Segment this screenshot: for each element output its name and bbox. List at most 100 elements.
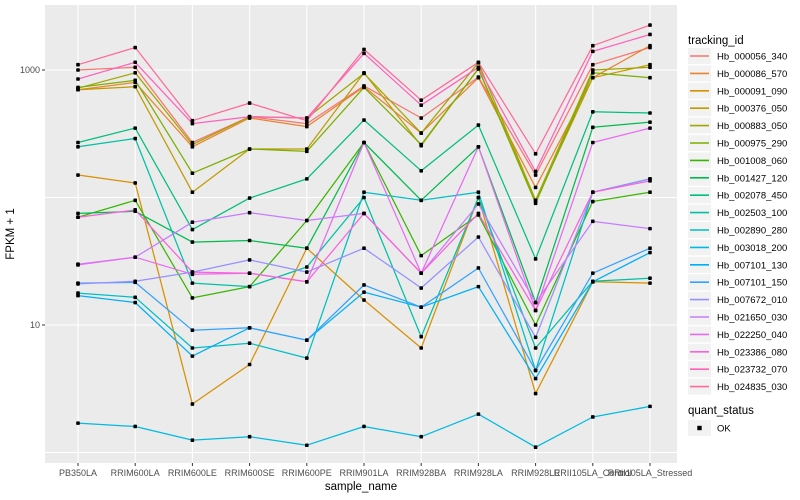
data-point xyxy=(133,279,137,284)
data-point xyxy=(305,116,309,120)
data-point xyxy=(133,424,137,429)
data-point xyxy=(362,298,366,302)
data-point xyxy=(591,71,595,75)
data-point xyxy=(133,255,137,260)
legend-item-Hb_001427_120: Hb_001427_120 xyxy=(688,169,787,186)
data-point xyxy=(419,168,423,173)
data-point xyxy=(476,65,481,70)
data-point xyxy=(190,296,195,300)
data-point xyxy=(247,271,252,275)
data-point xyxy=(190,402,195,406)
data-point xyxy=(190,281,195,285)
data-point xyxy=(247,362,252,367)
data-point xyxy=(648,75,652,80)
data-point xyxy=(419,346,423,350)
data-point xyxy=(133,181,137,185)
data-point xyxy=(476,60,481,65)
data-point xyxy=(247,326,252,330)
legend-item-quant-OK: OK xyxy=(688,420,731,436)
legend-key-point xyxy=(697,425,702,431)
legend-title-quant-status: quant_status xyxy=(688,405,754,417)
data-point xyxy=(648,246,652,251)
data-point xyxy=(76,68,80,72)
data-point xyxy=(591,75,595,80)
data-point xyxy=(362,290,366,294)
data-point xyxy=(190,328,195,333)
data-points xyxy=(76,23,652,450)
data-point xyxy=(247,434,252,439)
data-point xyxy=(76,263,80,267)
legend-item-label: Hb_000056_340 xyxy=(717,52,787,63)
data-point xyxy=(133,45,137,50)
data-point xyxy=(476,144,481,149)
legend-item-Hb_024835_030: Hb_024835_030 xyxy=(688,378,787,395)
data-point xyxy=(591,140,595,145)
data-point xyxy=(362,140,366,145)
data-point xyxy=(419,271,423,275)
data-point xyxy=(305,280,309,284)
data-point xyxy=(133,126,137,130)
data-point xyxy=(419,305,423,309)
data-point xyxy=(190,220,195,225)
legend-item-label: Hb_007101_130 xyxy=(717,260,787,271)
legend-item-Hb_002503_100: Hb_002503_100 xyxy=(688,204,787,221)
data-point xyxy=(533,335,538,340)
data-point xyxy=(247,147,252,151)
data-point xyxy=(247,341,252,345)
legend-item-label: Hb_002503_100 xyxy=(717,208,787,219)
data-point xyxy=(419,131,423,135)
legend-item-Hb_000086_570: Hb_000086_570 xyxy=(688,65,787,82)
data-point xyxy=(133,78,137,83)
data-point xyxy=(648,120,652,124)
data-point xyxy=(305,356,309,360)
data-point xyxy=(305,265,309,269)
plot-panel xyxy=(45,5,677,463)
data-point xyxy=(247,238,252,243)
data-point xyxy=(648,126,652,130)
data-point xyxy=(305,124,309,129)
data-point xyxy=(305,121,309,126)
data-point xyxy=(76,85,80,90)
data-point xyxy=(305,270,309,274)
legend-item-label: Hb_001427_120 xyxy=(717,173,787,184)
data-point xyxy=(76,421,80,425)
legend-title-tracking-id: tracking_id xyxy=(688,35,744,47)
data-point xyxy=(419,434,423,439)
data-point xyxy=(362,246,366,251)
data-point xyxy=(190,438,195,442)
x-axis-tick-labels: PB350LA RRIM600LA RRIM600LE RRIM600SE RRIM60… xyxy=(59,468,692,478)
data-point xyxy=(533,169,538,174)
legend-item-label: Hb_000975_290 xyxy=(717,139,787,150)
data-point xyxy=(362,85,366,90)
legend-quant-items: OK xyxy=(688,420,731,436)
data-point xyxy=(648,111,652,115)
x-tick-label: RRII105LA_Stressed xyxy=(608,468,693,478)
data-point xyxy=(533,300,538,305)
data-point xyxy=(76,211,80,216)
gridlines xyxy=(45,5,677,463)
legend-item-label: Hb_024835_030 xyxy=(717,382,787,393)
data-point xyxy=(419,253,423,258)
data-point xyxy=(419,286,423,290)
data-point xyxy=(247,210,252,215)
data-point xyxy=(362,51,366,56)
data-point xyxy=(591,415,595,419)
data-point xyxy=(247,258,252,262)
x-tick-label: RRIM600LE xyxy=(168,468,217,478)
data-point xyxy=(591,280,595,284)
data-point xyxy=(362,118,366,122)
data-point xyxy=(476,75,481,80)
x-tick-label: RRIM600PE xyxy=(282,468,332,478)
data-point xyxy=(133,300,137,305)
data-point xyxy=(476,195,481,200)
x-tick-label: RRII105LA_Control xyxy=(554,468,632,478)
data-point xyxy=(133,71,137,75)
y-axis-title: FPKM + 1 xyxy=(5,208,17,259)
legend-item-Hb_000376_050: Hb_000376_050 xyxy=(688,100,787,117)
y-axis-tick-labels: 1000 10 xyxy=(20,65,40,330)
legend-item-label: Hb_002890_280 xyxy=(717,226,787,237)
data-point xyxy=(591,68,595,72)
data-point xyxy=(476,266,481,270)
data-point xyxy=(419,116,423,120)
